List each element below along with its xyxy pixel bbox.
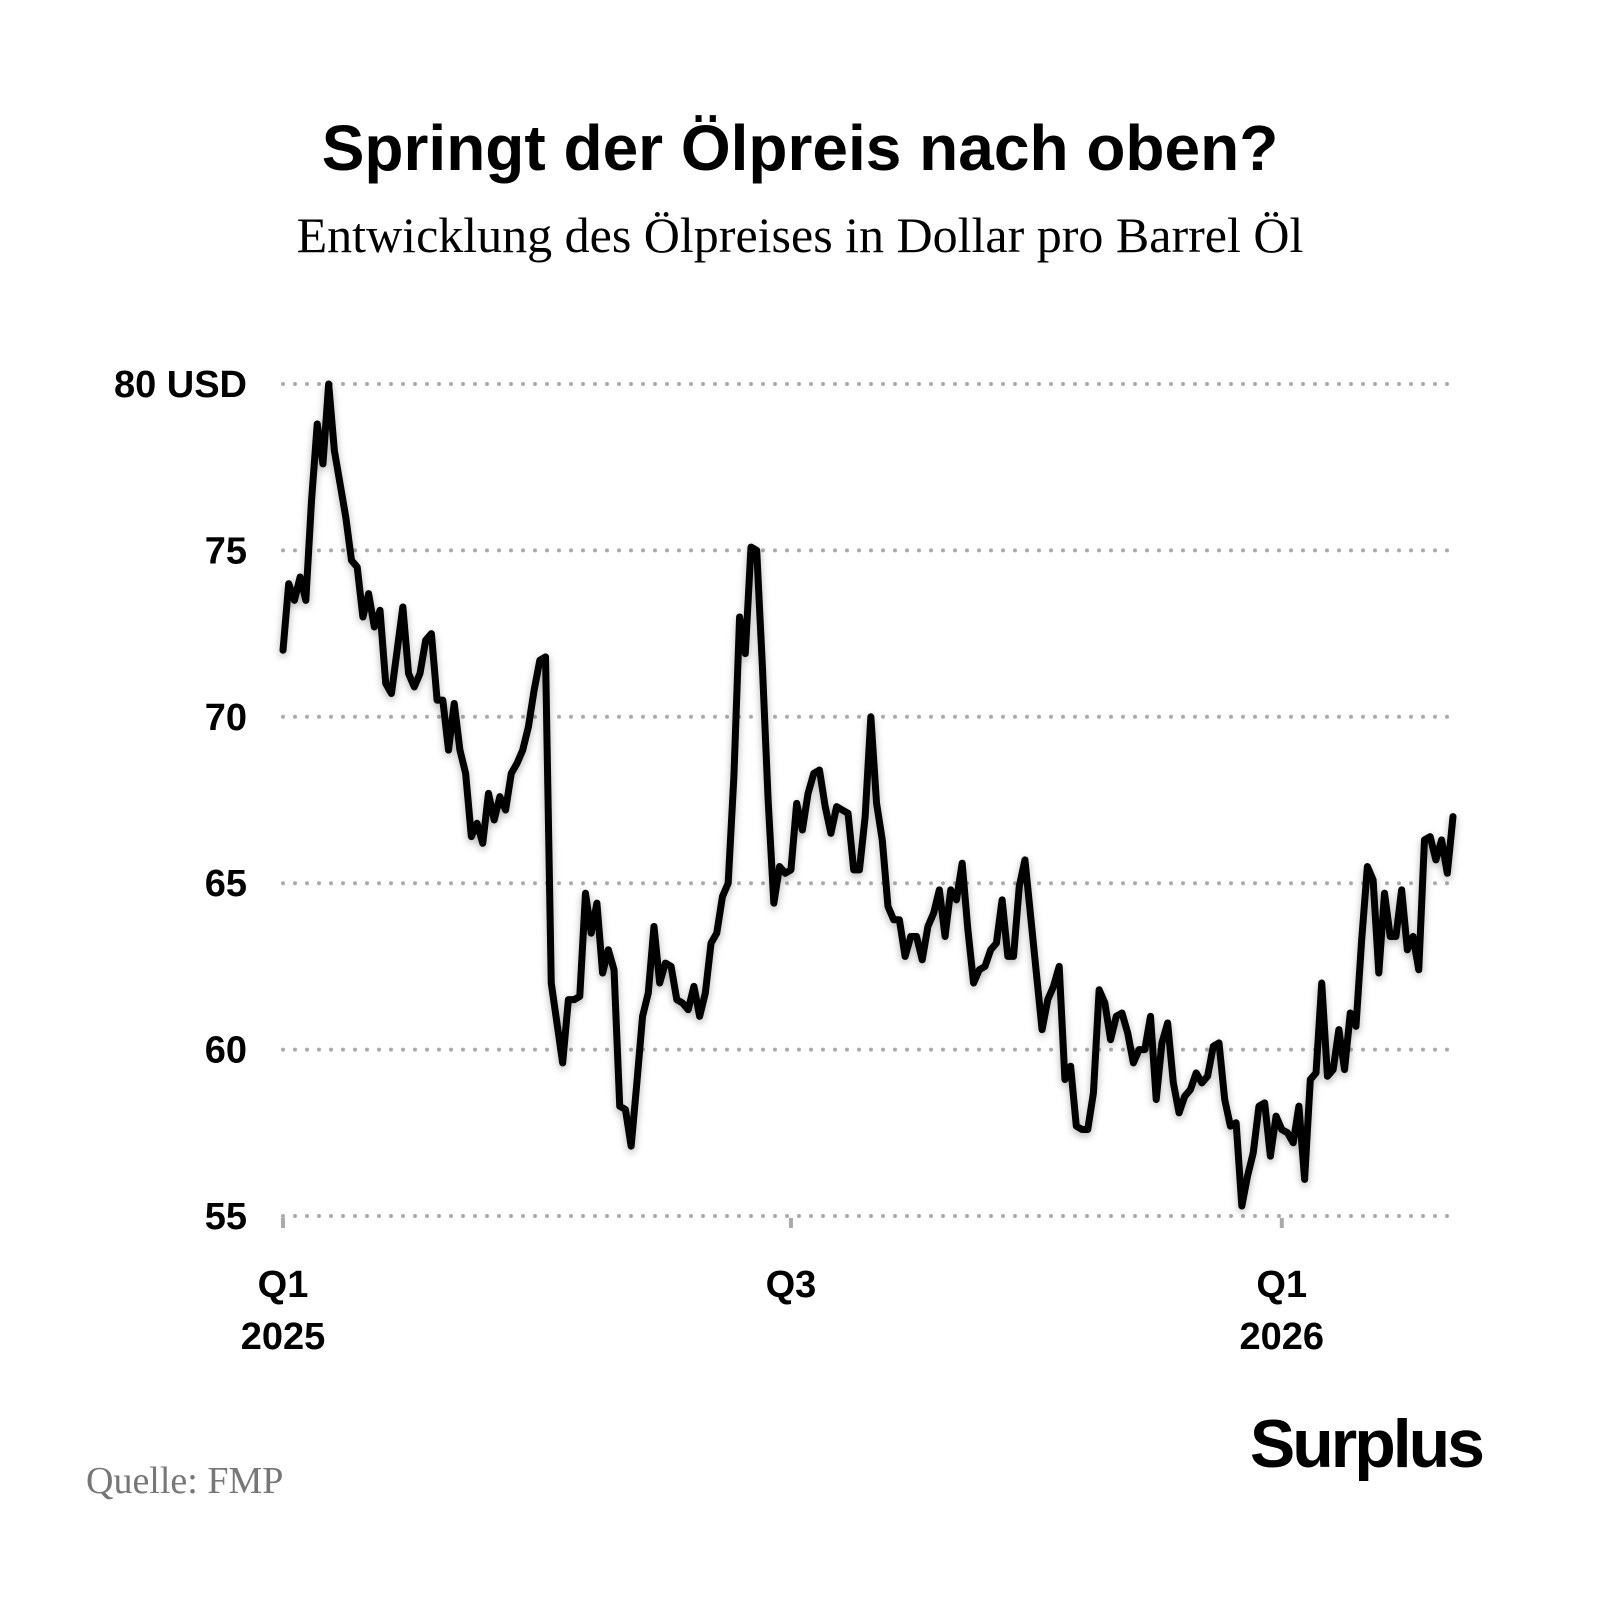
x-tick-label: Q1: [258, 1264, 309, 1306]
x-tick-label: Q3: [766, 1264, 817, 1306]
price-line: [279, 380, 1457, 1210]
chart-subtitle: Entwicklung des Ölpreises in Dollar pro …: [297, 207, 1304, 263]
chart-title: Springt der Ölpreis nach oben?: [322, 112, 1279, 184]
y-tick-label: 70: [205, 697, 247, 739]
brand-logo: Surplus: [1250, 1406, 1483, 1482]
x-tick-label: 2026: [1240, 1316, 1325, 1358]
y-tick-label: 60: [205, 1030, 247, 1072]
y-tick-label: 55: [205, 1196, 247, 1238]
y-tick-label: 80 USD: [114, 364, 247, 406]
y-tick-label: 65: [205, 863, 247, 905]
y-tick-label: 75: [205, 530, 247, 572]
source: Quelle: FMP: [86, 1460, 283, 1502]
x-tick-label: 2025: [241, 1316, 326, 1358]
x-tick-label: Q1: [1256, 1264, 1307, 1306]
